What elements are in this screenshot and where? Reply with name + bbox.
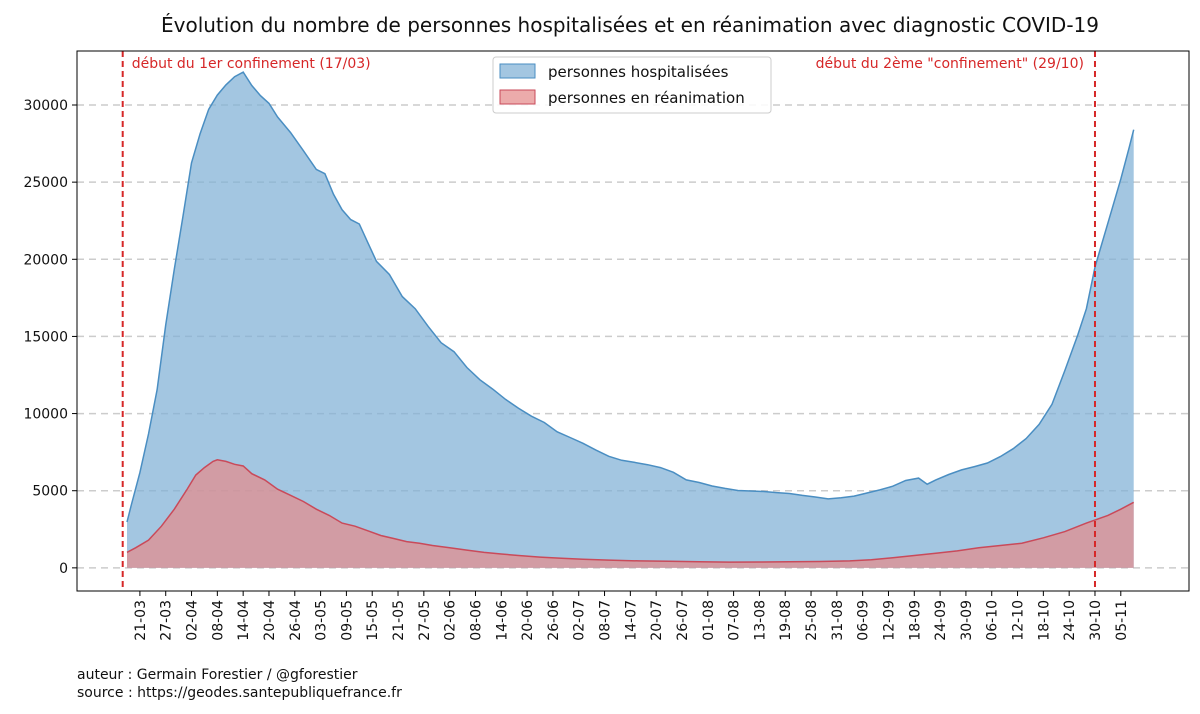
- series-line-1: [126, 71, 1135, 523]
- series-area-1: [127, 72, 1134, 568]
- x-tick-label: 06-10: [985, 600, 1001, 641]
- x-tick-label: 01-08: [701, 600, 717, 641]
- x-tick-label: 14-07: [623, 600, 639, 641]
- x-tick-label: 19-08: [778, 600, 794, 641]
- x-tick-label: 13-08: [752, 600, 768, 641]
- y-axis: 0 5000 10000 15000 20000 25000 30000: [23, 98, 77, 577]
- event-lines: début du 1er confinement (17/03) début du…: [121, 51, 1096, 591]
- x-tick-label: 21-05: [391, 600, 407, 641]
- x-tick-label: 27-05: [417, 600, 433, 641]
- area-series-group: [126, 71, 1135, 568]
- x-tick-label: 14-04: [236, 600, 252, 641]
- legend-label-1: personnes hospitalisées: [548, 63, 729, 81]
- x-tick-label: 25-08: [804, 600, 820, 641]
- x-tick-label: 12-10: [1011, 600, 1027, 641]
- x-tick-label: 07-08: [727, 600, 743, 641]
- y-tick-label: 0: [59, 561, 68, 577]
- legend-label-2: personnes en réanimation: [548, 89, 745, 107]
- legend-swatch-1: [499, 63, 536, 79]
- y-tick-label: 25000: [23, 175, 68, 191]
- x-tick-label: 26-07: [675, 600, 691, 641]
- x-tick-label: 09-05: [339, 600, 355, 641]
- x-tick-label: 24-10: [1062, 600, 1078, 641]
- legend: personnes hospitalisées personnes en réan…: [492, 56, 772, 114]
- y-tick-label: 30000: [23, 98, 68, 114]
- y-tick-label: 5000: [32, 484, 68, 500]
- x-axis: 21-03 27-03 02-04 08-04 14-04 20-04 26-04 03-05…: [133, 591, 1130, 641]
- x-tick-label: 27-03: [159, 600, 175, 641]
- x-tick-label: 20-07: [649, 600, 665, 641]
- x-tick-label: 14-06: [494, 600, 510, 641]
- y-tick-label: 10000: [23, 407, 68, 423]
- event-label-1: début du 1er confinement (17/03): [132, 56, 371, 72]
- series-area-2: [127, 459, 1134, 568]
- x-tick-label: 30-09: [959, 600, 975, 641]
- chart-title: Évolution du nombre de personnes hospita…: [161, 13, 1099, 37]
- x-tick-label: 18-10: [1036, 600, 1052, 641]
- x-tick-label: 12-09: [881, 600, 897, 641]
- x-tick-label: 26-06: [546, 600, 562, 641]
- x-tick-label: 30-10: [1088, 600, 1104, 641]
- legend-box: [492, 56, 772, 114]
- event-label-2: début du 2ème "confinement" (29/10): [816, 56, 1084, 72]
- x-tick-label: 20-04: [262, 600, 278, 641]
- x-tick-label: 05-11: [1114, 600, 1130, 641]
- x-tick-label: 15-05: [365, 600, 381, 641]
- x-tick-label: 18-09: [907, 600, 923, 641]
- x-tick-label: 21-03: [133, 600, 149, 641]
- y-tick-label: 15000: [23, 329, 68, 345]
- x-tick-label: 26-04: [288, 600, 304, 641]
- x-tick-label: 08-07: [598, 600, 614, 641]
- x-tick-label: 02-06: [443, 600, 459, 641]
- plot-frame: [76, 50, 1190, 592]
- x-tick-label: 08-06: [468, 600, 484, 641]
- x-tick-label: 03-05: [314, 600, 330, 641]
- x-tick-label: 24-09: [933, 600, 949, 641]
- x-tick-label: 20-06: [520, 600, 536, 641]
- x-tick-label: 08-04: [210, 600, 226, 641]
- y-tick-label: 20000: [23, 252, 68, 268]
- x-tick-label: 06-09: [856, 600, 872, 641]
- x-tick-label: 02-04: [185, 600, 201, 641]
- x-tick-label: 02-07: [572, 600, 588, 641]
- author-credit: auteur : Germain Forestier / @gforestier: [77, 667, 358, 683]
- x-tick-label: 31-08: [830, 600, 846, 641]
- legend-swatch-2: [499, 89, 536, 105]
- series-line-2: [126, 459, 1135, 563]
- source-credit: source : https://geodes.santepubliquefra…: [77, 685, 402, 701]
